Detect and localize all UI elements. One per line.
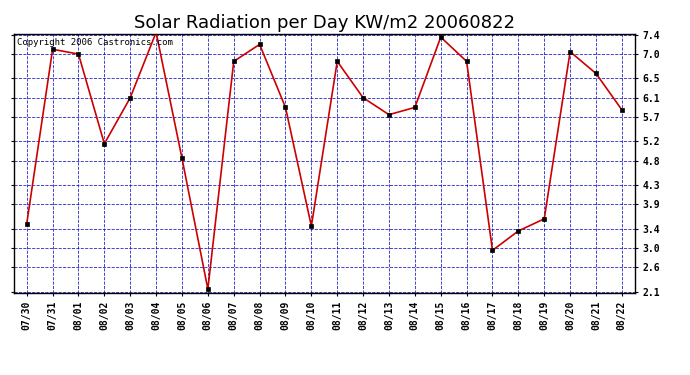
Title: Solar Radiation per Day KW/m2 20060822: Solar Radiation per Day KW/m2 20060822 [134,14,515,32]
Text: Copyright 2006 Castronics.com: Copyright 2006 Castronics.com [17,38,172,46]
